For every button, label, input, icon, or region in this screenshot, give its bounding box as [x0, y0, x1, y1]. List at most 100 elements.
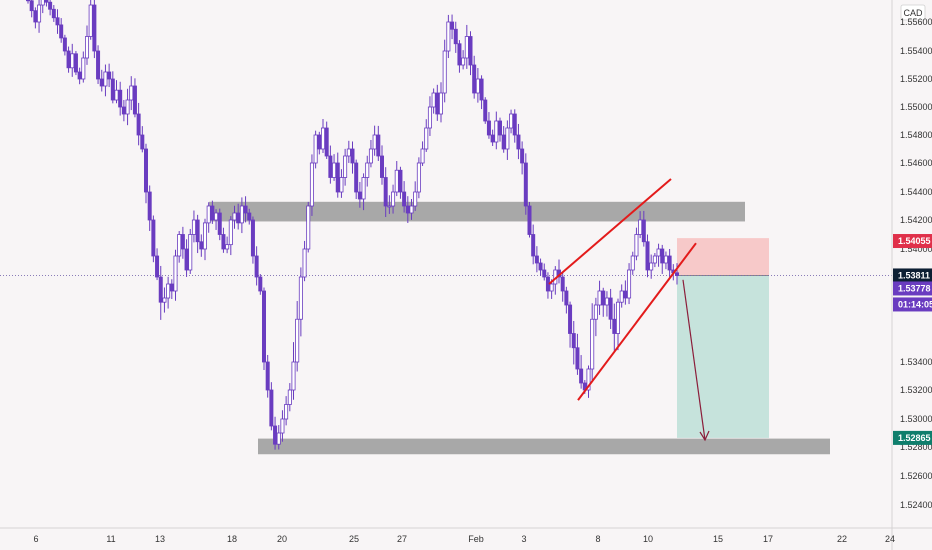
candle-body [206, 205, 211, 224]
candle-body [405, 205, 410, 214]
y-tick-label: 1.52800 [900, 442, 932, 452]
y-tick-label: 1.53000 [900, 414, 932, 424]
candle-body [173, 255, 178, 292]
candle-body [99, 78, 104, 87]
candle-body [328, 155, 333, 178]
candle-body [612, 318, 617, 334]
stop-loss-zone[interactable] [677, 238, 769, 276]
candle-body [486, 120, 491, 136]
candle-body [85, 36, 90, 59]
candle-body [217, 212, 222, 235]
candle-body [236, 212, 241, 224]
last-price-badge-text: 1.53778 [898, 283, 931, 293]
y-tick-label: 1.54400 [900, 187, 932, 197]
currency-box[interactable] [900, 4, 926, 21]
candle-body [261, 290, 266, 363]
candle-body [62, 37, 67, 52]
candle-body [490, 134, 495, 143]
candle-body [505, 127, 510, 150]
candle-body [516, 134, 521, 150]
candle-body [162, 297, 167, 303]
candle-body [549, 283, 554, 292]
candle-body [199, 241, 204, 250]
x-tick-label: 18 [227, 534, 237, 544]
channel-upper-line[interactable] [548, 178, 672, 285]
candle-body [409, 205, 414, 214]
x-tick-label: 27 [397, 534, 407, 544]
candle-body [269, 389, 274, 427]
x-tick-label: 17 [763, 534, 773, 544]
candle-body [376, 134, 381, 157]
candle-body [656, 248, 661, 257]
candle-body [88, 4, 93, 37]
candle-body [70, 53, 75, 69]
resistance-zone[interactable] [209, 201, 745, 222]
candle-body [298, 276, 303, 320]
candle-body [284, 404, 289, 420]
support-zone[interactable] [258, 438, 830, 455]
candle-body [332, 162, 337, 178]
candle-body [232, 212, 237, 221]
candle-body [431, 92, 436, 108]
candle-body [593, 304, 598, 320]
candle-body [125, 99, 130, 115]
last-price-badge[interactable] [893, 281, 932, 296]
candle-body [424, 127, 429, 150]
candle-body [103, 71, 108, 87]
candle-body [177, 234, 182, 257]
candle-body [40, 0, 45, 6]
current-price-badge[interactable] [893, 268, 932, 283]
candle-body [92, 4, 97, 52]
candle-body [446, 21, 451, 52]
candle-body [287, 389, 292, 405]
candle-body [616, 301, 621, 334]
candle-body [195, 219, 200, 243]
y-tick-label: 1.54800 [900, 130, 932, 140]
candle-body [416, 162, 421, 193]
candle-body [604, 297, 609, 306]
candle-body [184, 248, 189, 271]
candle-body [276, 432, 281, 445]
countdown-badge[interactable] [893, 297, 932, 312]
candle-body [302, 248, 307, 278]
candle-body [379, 155, 384, 178]
candle-body [509, 113, 514, 129]
candle-body [346, 148, 351, 157]
candle-body [660, 248, 665, 264]
candle-body [534, 255, 539, 264]
candle-body [468, 36, 473, 66]
candles-layer [25, 0, 680, 450]
target-price-badge[interactable] [893, 430, 932, 445]
y-tick-label: 1.55600 [900, 17, 932, 27]
candle-body [210, 205, 215, 221]
take-profit-zone[interactable] [677, 275, 769, 438]
candle-body [55, 17, 60, 26]
candle-body [66, 50, 71, 69]
candle-body [118, 89, 123, 108]
candle-body [73, 53, 78, 73]
candle-body [151, 219, 156, 257]
countdown-badge-text: 01:14:05 [898, 299, 932, 309]
candle-body [667, 255, 672, 271]
candle-body [472, 64, 477, 94]
candle-body [387, 205, 392, 208]
y-tick-label: 1.54600 [900, 158, 932, 168]
channel-lower-line[interactable] [577, 242, 697, 401]
candle-body [51, 8, 56, 19]
candle-body [579, 368, 584, 384]
candle-body [77, 71, 82, 80]
candle-body [413, 191, 418, 207]
candle-body [228, 219, 233, 246]
candle-body [608, 297, 613, 320]
x-tick-label: 24 [885, 534, 895, 544]
candle-body [81, 57, 86, 80]
candle-body [542, 269, 547, 278]
candle-body [147, 191, 152, 221]
stop-price-badge[interactable] [893, 234, 932, 249]
y-tick-label: 1.53400 [900, 357, 932, 367]
candle-body [571, 333, 576, 349]
projection-arrow-shaft [682, 279, 706, 441]
